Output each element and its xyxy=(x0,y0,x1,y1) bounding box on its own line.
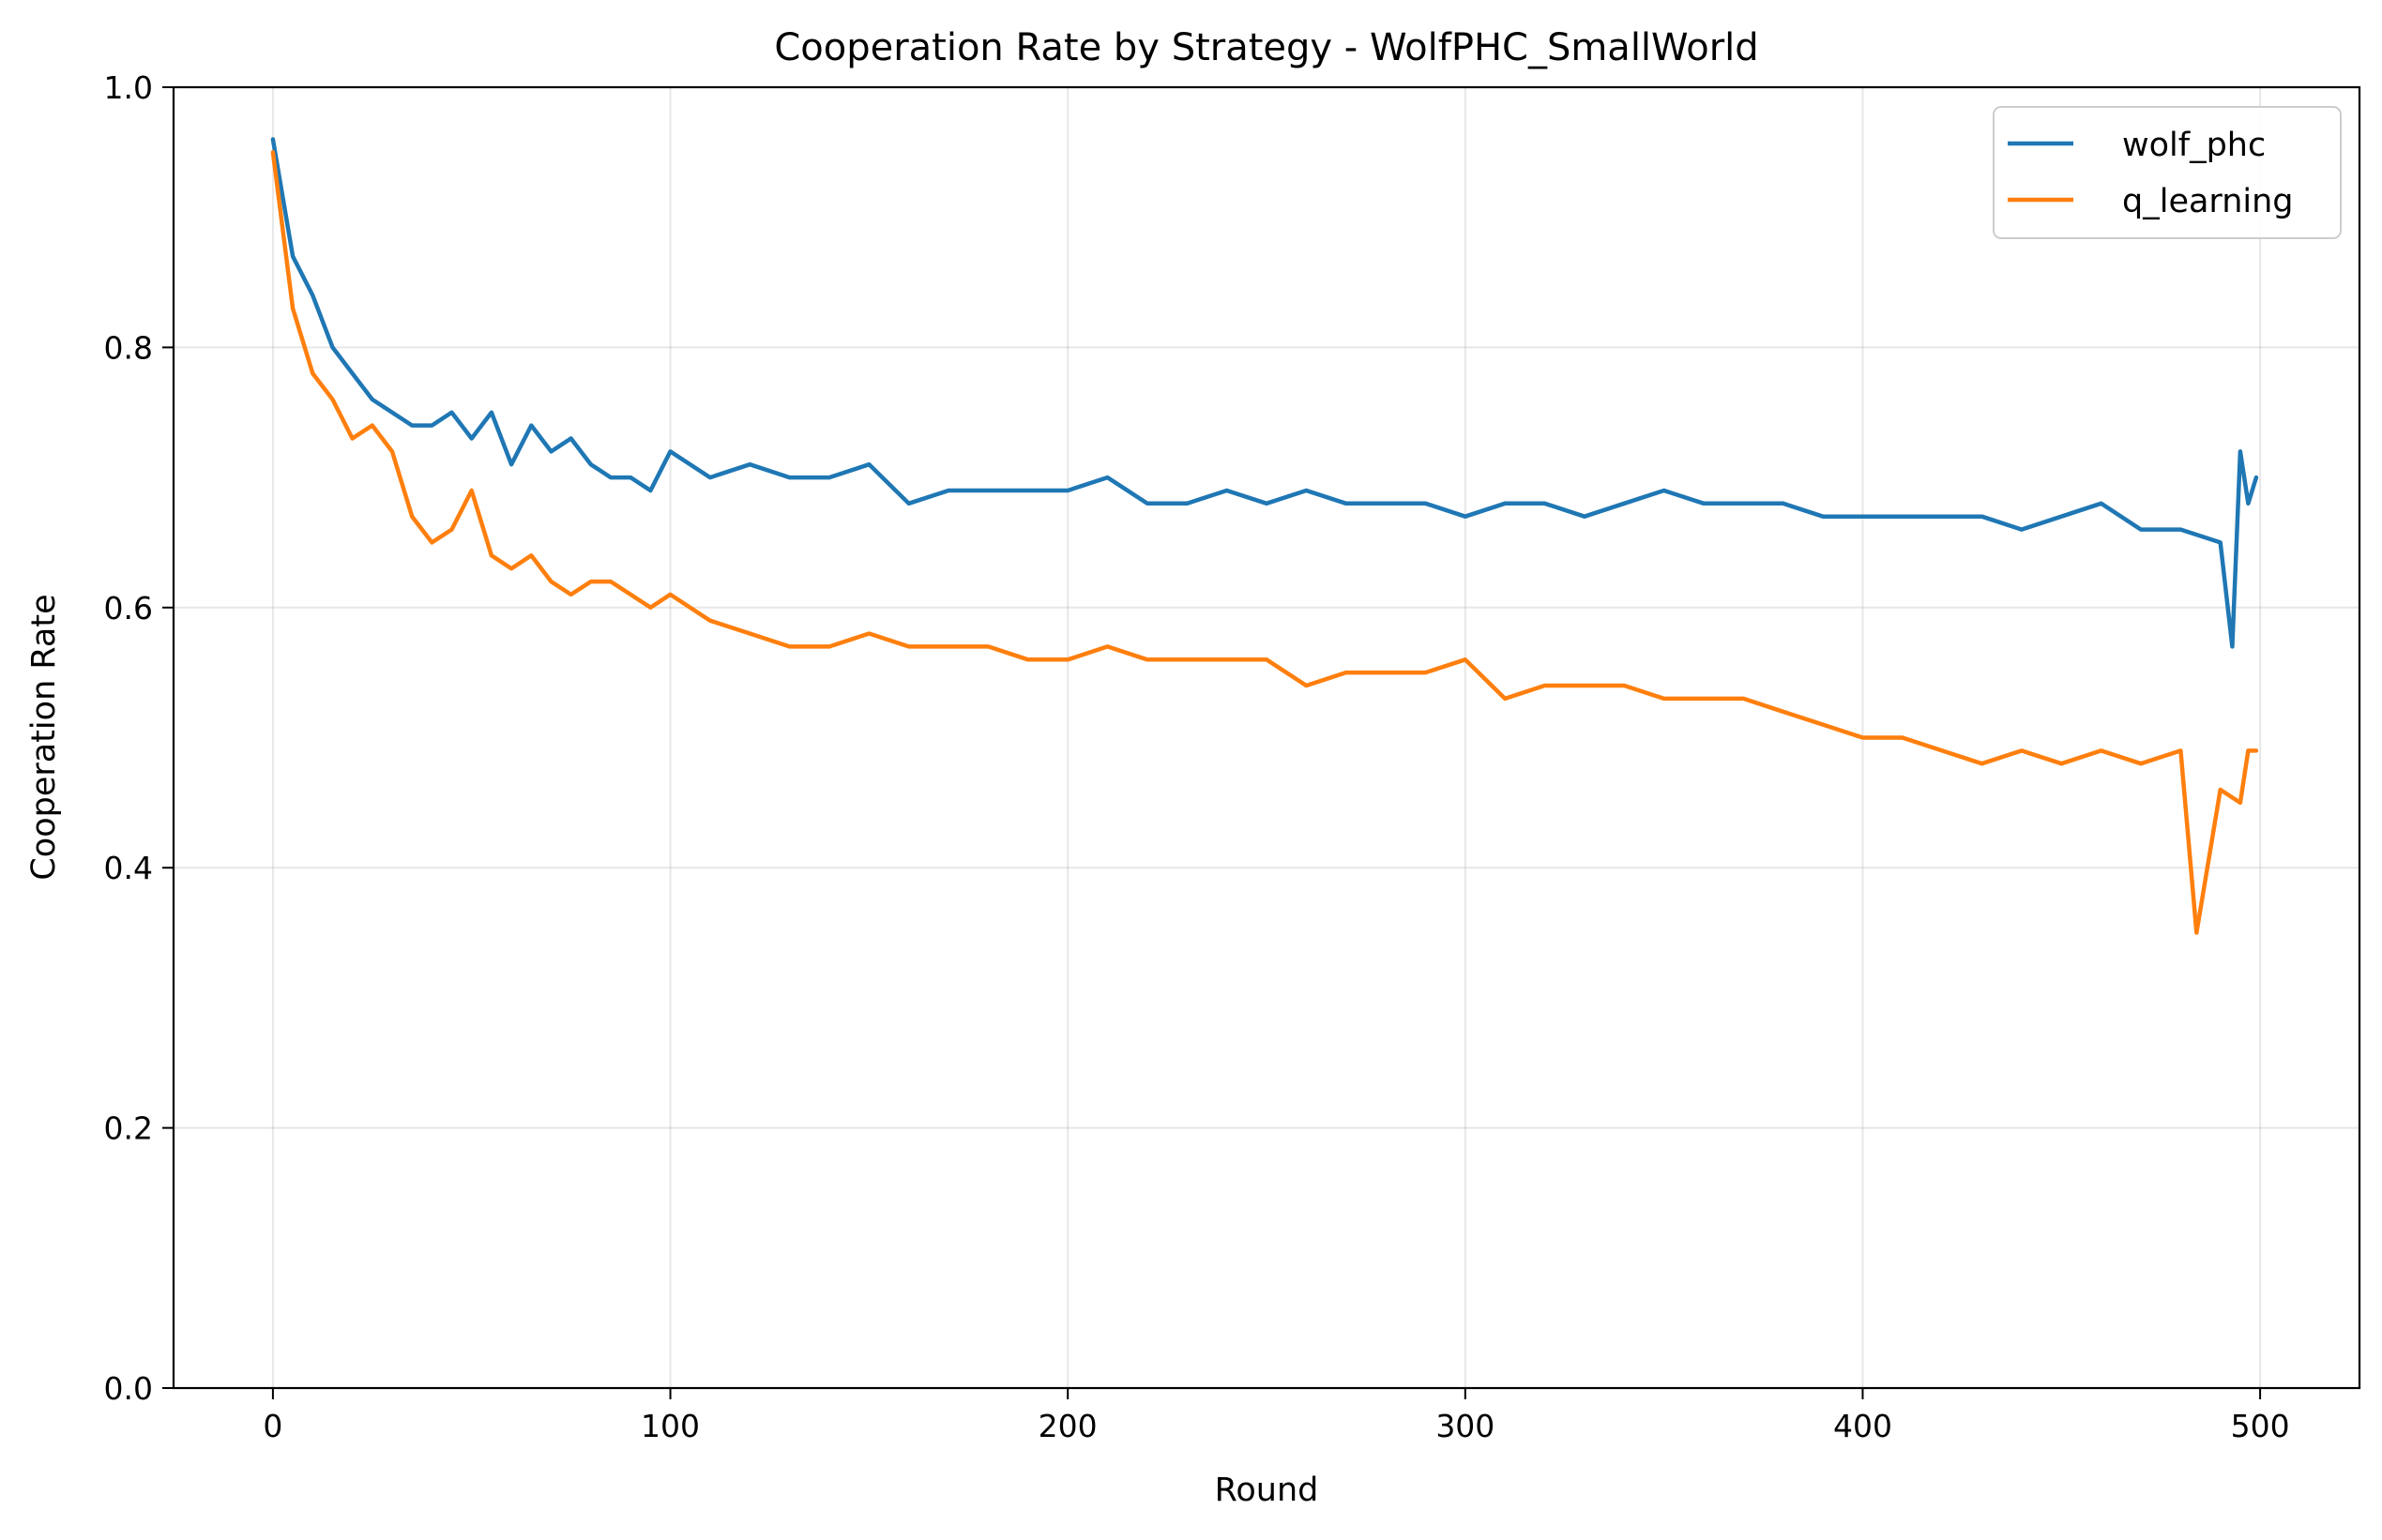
y-tick-label: 0.0 xyxy=(104,1370,153,1407)
legend-label-q-learning: q_learning xyxy=(2122,183,2294,220)
legend-box xyxy=(1993,106,2342,239)
plot-frame xyxy=(172,85,2361,1390)
y-tick-label: 0.6 xyxy=(104,590,153,627)
y-tick-label: 0.4 xyxy=(104,850,153,886)
y-tick-label: 0.8 xyxy=(104,329,153,366)
x-tick-label: 0 xyxy=(263,1408,282,1444)
x-tick-label: 500 xyxy=(2231,1408,2290,1444)
x-tick-label: 200 xyxy=(1039,1408,1098,1444)
x-axis-label: Round xyxy=(1215,1472,1319,1509)
tick-layer: 0 100 200 300 400 500 0.0 0.2 0.4 0.6 0.8 1.0 xyxy=(104,69,2290,1444)
series-line-q-learning xyxy=(270,150,2259,935)
x-tick-label: 300 xyxy=(1435,1408,1494,1444)
y-tick-label: 1.0 xyxy=(104,69,153,106)
x-tick-label: 400 xyxy=(1833,1408,1892,1444)
legend: wolf_phc q_learning xyxy=(1993,106,2342,239)
chart-title: Cooperation Rate by Strategy - WolfPHC_S… xyxy=(774,26,1758,69)
y-axis-label: Cooperation Rate xyxy=(25,594,63,880)
x-tick-label: 100 xyxy=(641,1408,700,1444)
y-tick-label: 0.2 xyxy=(104,1110,153,1147)
legend-label-wolf-phc: wolf_phc xyxy=(2122,127,2266,164)
series-layer xyxy=(270,137,2259,935)
series-line-wolf-phc xyxy=(270,137,2259,649)
